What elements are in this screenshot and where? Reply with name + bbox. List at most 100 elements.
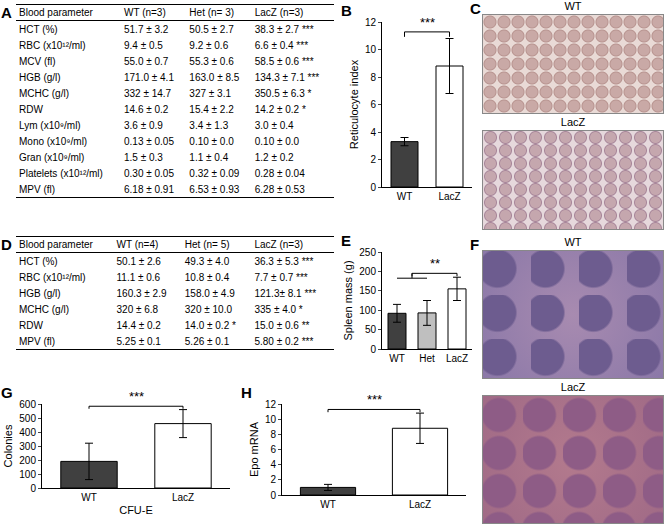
html-text:9.4 ± 0.5: 9.4 ± 0.5 — [124, 39, 163, 51]
html-text:6.6 ± 0.4 ***: 6.6 ± 0.4 *** — [254, 39, 308, 51]
svg-text:0: 0 — [370, 344, 376, 355]
html-text:171.0 ± 4.1: 171.0 ± 4.1 — [124, 71, 174, 83]
svg-text:100: 100 — [359, 305, 376, 316]
html-text:6.53 ± 0.93: 6.53 ± 0.93 — [189, 183, 240, 195]
svg-text:600: 600 — [19, 399, 36, 410]
html-text:Platelets (x10¹²/ml): Platelets (x10¹²/ml) — [19, 167, 103, 179]
html-text:6.28 ± 0.53: 6.28 ± 0.53 — [254, 183, 305, 195]
svg-text:LacZ: LacZ — [409, 499, 431, 510]
html-text:158.0 ± 4.9: 158.0 ± 4.9 — [184, 287, 235, 299]
html-text:RBC (x10¹²/ml): RBC (x10¹²/ml) — [19, 39, 86, 51]
html-text:58.5 ± 0.6 ***: 58.5 ± 0.6 *** — [254, 55, 314, 67]
svg-text:12: 12 — [365, 17, 377, 28]
html-text:55.0 ± 0.7: 55.0 ± 0.7 — [124, 55, 169, 67]
svg-text:Reticulocyte index: Reticulocyte index — [348, 59, 360, 149]
html-text:MCV (fl): MCV (fl) — [19, 55, 56, 67]
svg-text:8: 8 — [270, 429, 276, 440]
svg-text:LacZ: LacZ — [446, 353, 468, 364]
html-text:HCT (%): HCT (%) — [19, 255, 58, 267]
html-text:10.8 ± 0.4: 10.8 ± 0.4 — [184, 271, 230, 283]
svg-text:LacZ: LacZ — [438, 191, 460, 202]
html-text:11.1 ± 0.6: 11.1 ± 0.6 — [116, 271, 161, 283]
svg-text:**: ** — [430, 256, 440, 271]
svg-text:0: 0 — [30, 483, 36, 494]
svg-text:Epo mRNA: Epo mRNA — [248, 421, 260, 477]
html-text:MPV (fl): MPV (fl) — [19, 183, 56, 195]
svg-text:6: 6 — [370, 99, 376, 110]
svg-text:50: 50 — [365, 324, 377, 335]
html-text:50.5 ± 2.7: 50.5 ± 2.7 — [189, 23, 234, 35]
svg-text:WT: WT — [389, 353, 405, 364]
html-text:0.13 ± 0.05: 0.13 ± 0.05 — [124, 135, 174, 147]
html-text:3.0 ± 0.4: 3.0 ± 0.4 — [254, 119, 294, 131]
html-text:0.30 ± 0.05: 0.30 ± 0.05 — [124, 167, 174, 179]
html-text:1.2 ± 0.2: 1.2 ± 0.2 — [254, 151, 294, 163]
svg-text:200: 200 — [19, 455, 36, 466]
svg-text:0: 0 — [270, 490, 276, 501]
svg-text:500: 500 — [19, 413, 36, 424]
svg-text:8: 8 — [370, 72, 376, 83]
svg-text:CFU-E: CFU-E — [119, 504, 153, 516]
html-text:163.0 ± 8.5: 163.0 ± 8.5 — [189, 71, 240, 83]
svg-text:WT: WT — [320, 499, 336, 510]
html-text:14.2 ± 0.2 *: 14.2 ± 0.2 * — [254, 103, 306, 115]
html-text:38.3 ± 2.7 ***: 38.3 ± 2.7 *** — [254, 23, 314, 35]
svg-text:LacZ: LacZ — [172, 492, 194, 503]
svg-text:12: 12 — [265, 399, 277, 410]
html-text:14.6 ± 0.2: 14.6 ± 0.2 — [124, 103, 169, 115]
html-text:9.2 ± 0.6: 9.2 ± 0.6 — [189, 39, 229, 51]
html-text:RDW: RDW — [19, 103, 43, 115]
html-text:55.3 ± 0.6: 55.3 ± 0.6 — [189, 55, 234, 67]
svg-text:400: 400 — [19, 427, 36, 438]
html-text:350.5 ± 6.3 *: 350.5 ± 6.3 * — [254, 87, 312, 99]
html-text:HGB (g/l): HGB (g/l) — [19, 71, 61, 83]
html-text:49.3 ± 4.0: 49.3 ± 4.0 — [184, 255, 230, 267]
html-text:50.1 ± 2.6: 50.1 ± 2.6 — [116, 255, 161, 267]
svg-text:4: 4 — [370, 127, 376, 138]
html-text:RBC (x10¹²/ml): RBC (x10¹²/ml) — [19, 271, 86, 283]
html-text:0.32 ± 0.09: 0.32 ± 0.09 — [189, 167, 240, 179]
html-text:36.3 ± 5.3 ***: 36.3 ± 5.3 *** — [254, 255, 314, 267]
html-text:HGB (g/l): HGB (g/l) — [19, 287, 61, 299]
html-text:HCT (%): HCT (%) — [19, 23, 58, 35]
html-text:3.6 ± 0.9: 3.6 ± 0.9 — [124, 119, 163, 131]
svg-text:Het: Het — [419, 353, 435, 364]
html-text:MCHC (g/l): MCHC (g/l) — [19, 87, 69, 99]
html-text:Gran (x10⁹/ml): Gran (x10⁹/ml) — [19, 151, 85, 163]
html-text:51.7 ± 3.2: 51.7 ± 3.2 — [124, 23, 169, 35]
html-text:0.10 ± 0.0: 0.10 ± 0.0 — [254, 135, 300, 147]
html-text:134.3 ± 7.1 ***: 134.3 ± 7.1 *** — [254, 71, 320, 83]
svg-text:150: 150 — [359, 285, 376, 296]
html-text:Mono (x10⁹/ml): Mono (x10⁹/ml) — [19, 135, 88, 147]
svg-text:WT: WT — [81, 492, 97, 503]
html-text:160.3 ± 2.9: 160.3 ± 2.9 — [116, 287, 167, 299]
svg-text:250: 250 — [359, 247, 376, 258]
html-text:7.7 ± 0.7 ***: 7.7 ± 0.7 *** — [254, 271, 308, 283]
html-text:1.1 ± 0.4: 1.1 ± 0.4 — [189, 151, 229, 163]
svg-text:200: 200 — [359, 266, 376, 277]
svg-text:***: *** — [420, 15, 435, 30]
svg-text:Colonies: Colonies — [2, 424, 14, 467]
html-text:327 ± 3.1: 327 ± 3.1 — [189, 87, 231, 99]
html-text:6.18 ± 0.91: 6.18 ± 0.91 — [124, 183, 174, 195]
html-text:Lym (x10⁹/ml): Lym (x10⁹/ml) — [19, 119, 81, 131]
svg-text:2: 2 — [370, 154, 376, 165]
svg-text:6: 6 — [270, 444, 276, 455]
svg-text:***: *** — [367, 392, 382, 407]
html-text:332 ± 14.7: 332 ± 14.7 — [124, 87, 172, 99]
html-text:0.10 ± 0.0: 0.10 ± 0.0 — [189, 135, 234, 147]
svg-text:10: 10 — [265, 414, 277, 425]
svg-text:4: 4 — [270, 459, 276, 470]
svg-text:100: 100 — [19, 469, 36, 480]
svg-text:10: 10 — [365, 44, 377, 55]
html-text:3.4 ± 1.3: 3.4 ± 1.3 — [189, 119, 229, 131]
svg-text:300: 300 — [19, 441, 36, 452]
svg-text:2: 2 — [270, 474, 276, 485]
svg-text:Spleen mass (g): Spleen mass (g) — [342, 260, 354, 340]
svg-text:WT: WT — [397, 191, 413, 202]
html-text:15.4 ± 2.2: 15.4 ± 2.2 — [189, 103, 234, 115]
html-text:0.28 ± 0.04: 0.28 ± 0.04 — [254, 167, 305, 179]
svg-text:***: *** — [129, 389, 144, 404]
html-text:1.5 ± 0.3: 1.5 ± 0.3 — [124, 151, 163, 163]
svg-text:0: 0 — [370, 182, 376, 193]
